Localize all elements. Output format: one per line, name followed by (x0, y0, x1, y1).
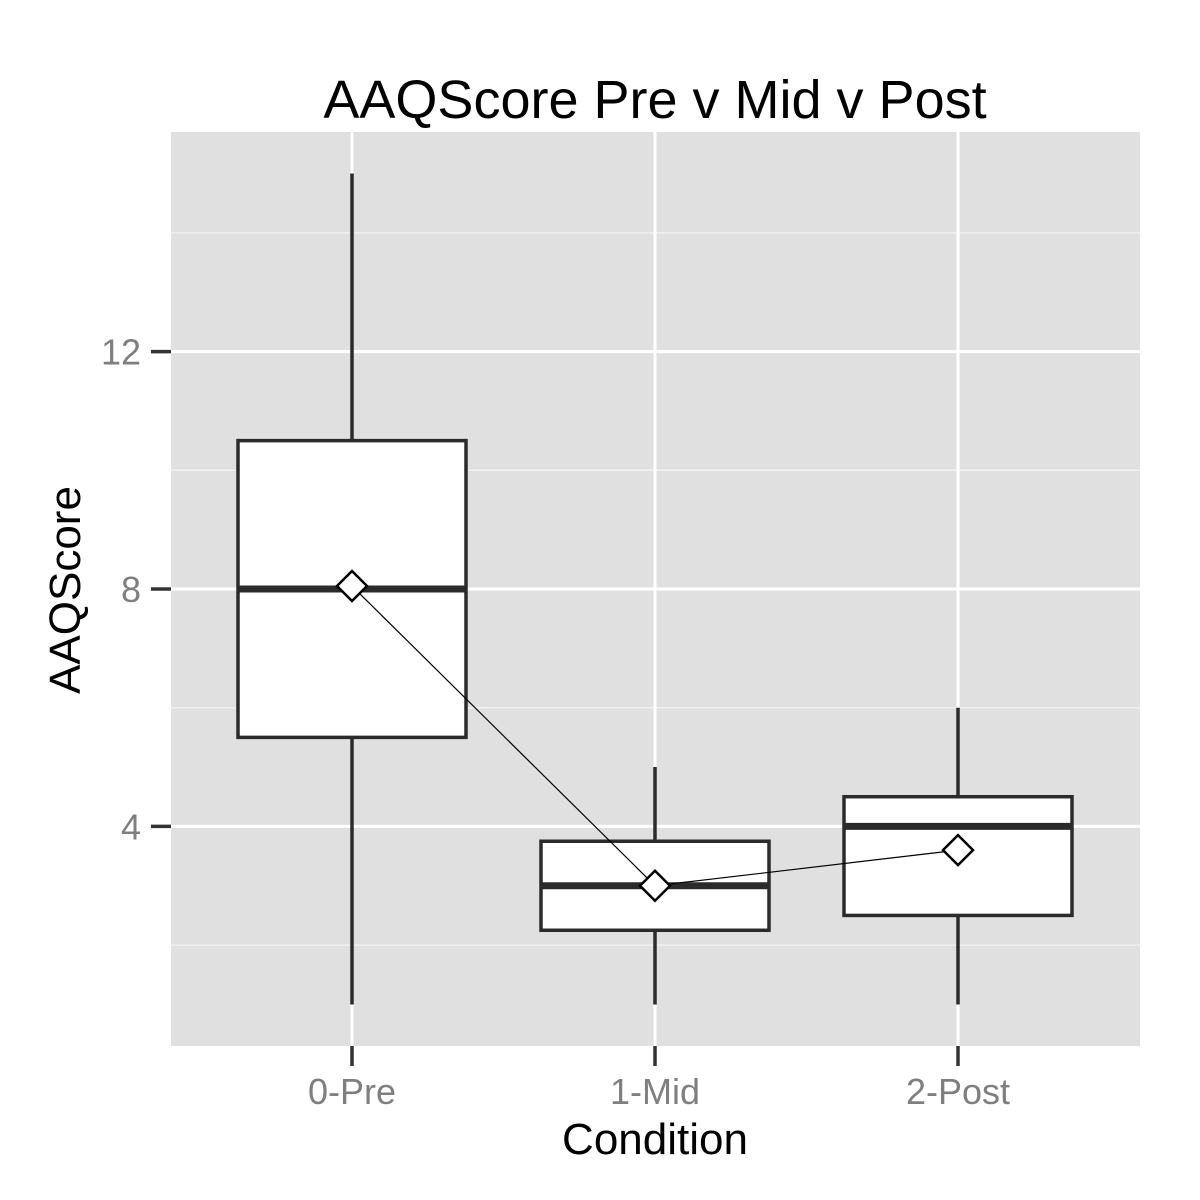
chart-title: AAQScore Pre v Mid v Post (323, 70, 986, 130)
mean-markers (335, 569, 975, 903)
y-tick-label: 8 (121, 569, 141, 610)
mean-marker-2-Post (941, 833, 975, 867)
y-axis-title: AAQScore (41, 486, 90, 694)
mean-marker-0-Pre (335, 569, 369, 603)
mean-marker-1-Mid (638, 868, 672, 903)
y-tick-label: 12 (101, 332, 141, 373)
x-tick-label: 1-Mid (610, 1071, 700, 1112)
axes: 4 8 12 0-Pre 1-Mid 2-Post (101, 332, 1010, 1112)
x-tick-label: 0-Pre (308, 1071, 396, 1112)
y-tick-label: 4 (121, 806, 141, 847)
x-tick-label: 2-Post (906, 1071, 1010, 1112)
x-axis-title: Condition (562, 1115, 748, 1164)
